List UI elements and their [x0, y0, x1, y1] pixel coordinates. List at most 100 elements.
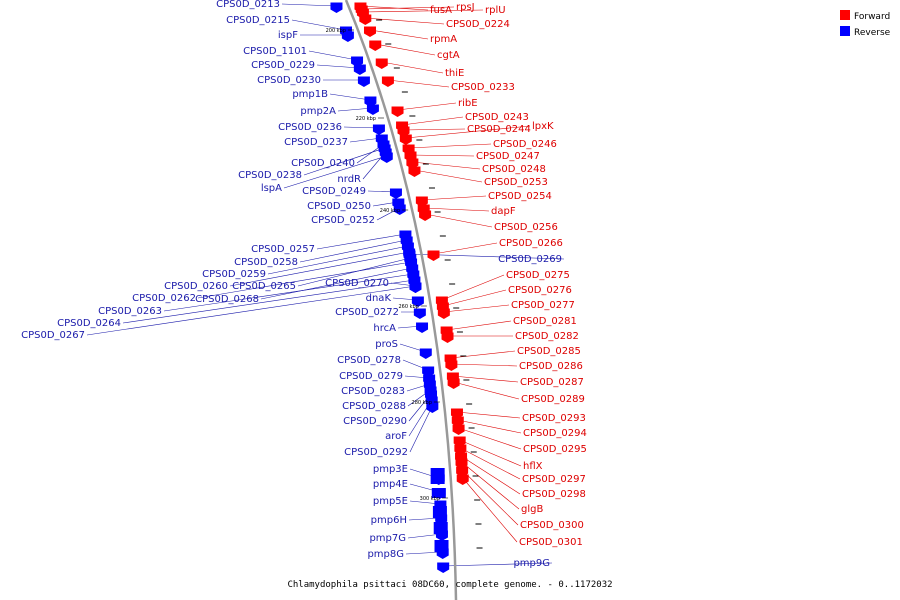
- leader-line: [229, 251, 410, 287]
- gene-label-cps0d-0263: CPS0D_0263: [98, 306, 162, 317]
- gene-label-thie: thiE: [445, 68, 464, 79]
- leader-line: [456, 411, 521, 419]
- leader-line: [433, 242, 498, 255]
- gene-feature-cps0d-0278: [422, 366, 435, 377]
- gene-feature-pmp2a: [366, 104, 379, 115]
- gene-label-cps0d-0288: CPS0D_0288: [342, 401, 406, 412]
- gene-feature-hflx: [453, 436, 466, 447]
- gene-label-cps0d-0244: CPS0D_0244: [467, 124, 531, 135]
- gene-label-cps0d-0294: CPS0D_0294: [523, 428, 587, 439]
- gene-label-cps0d-0213: CPS0D_0213: [216, 0, 280, 10]
- leader-line: [303, 147, 385, 176]
- gene-label-cps0d-0252: CPS0D_0252: [311, 215, 375, 226]
- leader-line: [402, 116, 464, 126]
- gene-label-cps0d-0224: CPS0D_0224: [446, 19, 510, 30]
- gene-feature-cgta: [369, 40, 382, 51]
- gene-feature-cps0d-0229: [353, 64, 366, 75]
- gene-label-cps0d-0278: CPS0D_0278: [337, 355, 401, 366]
- gene-feature-cps0d-0213: [330, 2, 343, 13]
- leader-line: [457, 419, 522, 434]
- gene-label-cps0d-0281: CPS0D_0281: [513, 316, 577, 327]
- gene-label-cps0d-0257: CPS0D_0257: [251, 244, 315, 255]
- gene-label-cps0d-0258: CPS0D_0258: [234, 257, 298, 268]
- gene-label-dapf: dapF: [491, 206, 516, 217]
- gene-label-cps0d-0290: CPS0D_0290: [343, 416, 407, 427]
- gene-label-cps0d-0298: CPS0D_0298: [522, 489, 586, 500]
- leader-line: [452, 375, 519, 383]
- gene-label-glgb: glgB: [521, 504, 543, 515]
- gene-label-pmp1b: pmp1B: [292, 89, 328, 100]
- leader-line: [381, 61, 444, 74]
- leader-lines: [86, 3, 565, 567]
- leader-line: [299, 239, 407, 263]
- gene-label-cps0d-0266: CPS0D_0266: [499, 238, 563, 249]
- leader-line: [450, 350, 516, 359]
- kbp-mark-label: 260 kbp: [398, 304, 418, 310]
- gene-label-cps0d-0247: CPS0D_0247: [476, 151, 540, 162]
- leader-line: [408, 143, 492, 149]
- leader-line: [308, 50, 358, 61]
- gene-feature-cps0d-0267: [409, 282, 422, 293]
- leader-line: [316, 64, 360, 69]
- leader-line: [122, 279, 415, 324]
- gene-feature-cps0d-0301: [456, 474, 469, 485]
- leader-line: [281, 3, 337, 7]
- gene-feature-lpxk: [399, 134, 412, 145]
- gene-feature-cps0d-0249: [389, 188, 402, 199]
- gene-label-ribe: ribE: [458, 98, 478, 109]
- kbp-mark-label: 300 kbp: [420, 496, 440, 502]
- leader-line: [414, 169, 483, 183]
- gene-label-cps0d-0268: CPS0D_0268: [195, 294, 259, 305]
- leader-line: [86, 285, 416, 336]
- gene-label-cps0d-0243: CPS0D_0243: [465, 112, 529, 123]
- leader-line: [163, 273, 414, 312]
- legend-forward-swatch: [840, 10, 850, 20]
- gene-feature-cps0d-0253: [408, 166, 421, 177]
- gene-feature-pmp9g: [437, 562, 450, 573]
- gene-label-cps0d-0279: CPS0D_0279: [339, 371, 403, 382]
- gene-label-cps0d-0275: CPS0D_0275: [506, 270, 570, 281]
- legend-forward-label: Forward: [854, 12, 890, 22]
- gene-label-cps0d-0256: CPS0D_0256: [494, 222, 558, 233]
- pmp-block: [434, 540, 449, 552]
- gene-label-pmp7g: pmp7G: [369, 533, 406, 544]
- leader-line: [362, 9, 484, 13]
- gene-label-nrdr: nrdR: [337, 174, 361, 185]
- gene-feature-cps0d-0256: [419, 210, 432, 221]
- gene-feature-cps0d-0230: [357, 76, 370, 87]
- gene-feature-cps0d-0272: [413, 308, 426, 319]
- gene-label-cps0d-0282: CPS0D_0282: [515, 331, 579, 342]
- map-caption: Chlamydophila psittaci 08DC60, complete …: [287, 580, 612, 590]
- gene-label-arof: aroF: [385, 431, 407, 442]
- gene-labels: fusA rpsJ rplU CPS0D_0224 rpmA cgtA thiE CPS0D_…: [21, 0, 587, 569]
- gene-label-cps0d-0272: CPS0D_0272: [335, 307, 399, 318]
- gene-label-pmp5e: pmp5E: [373, 496, 408, 507]
- gene-feature-dnak: [411, 296, 424, 307]
- leader-line: [423, 207, 490, 212]
- leader-line: [442, 289, 507, 307]
- leader-line: [453, 381, 520, 400]
- gene-label-cps0d-0262: CPS0D_0262: [132, 293, 196, 304]
- gene-feature-cps0d-0294: [451, 416, 464, 427]
- gene-label-cps0d-0295: CPS0D_0295: [523, 444, 587, 455]
- gene-feature-cps0d-0286: [445, 360, 458, 371]
- gene-label-cps0d-0293: CPS0D_0293: [522, 413, 586, 424]
- leader-line: [361, 6, 455, 10]
- gene-label-cps0d-0276: CPS0D_0276: [508, 285, 572, 296]
- gene-label-cps0d-0300: CPS0D_0300: [520, 520, 584, 531]
- gene-feature-cps0d-0252: [393, 204, 406, 215]
- gene-label-cps0d-0270: CPS0D_0270: [325, 278, 389, 289]
- kbp-mark-label: 200 kbp: [326, 28, 346, 34]
- gene-label-cps0d-0246: CPS0D_0246: [493, 139, 557, 150]
- leader-line: [316, 233, 406, 250]
- gene-label-lspa: lspA: [261, 183, 282, 194]
- gene-feature-cps0d-0254: [415, 196, 428, 207]
- leader-line: [462, 477, 518, 543]
- gene-label-cps0d-0285: CPS0D_0285: [517, 346, 581, 357]
- leader-line: [260, 267, 413, 300]
- gene-label-pmp4e: pmp4E: [373, 479, 408, 490]
- leader-line: [267, 245, 408, 275]
- leader-line: [421, 195, 487, 201]
- gene-label-cps0d-0215: CPS0D_0215: [226, 15, 290, 26]
- leader-line: [387, 79, 450, 88]
